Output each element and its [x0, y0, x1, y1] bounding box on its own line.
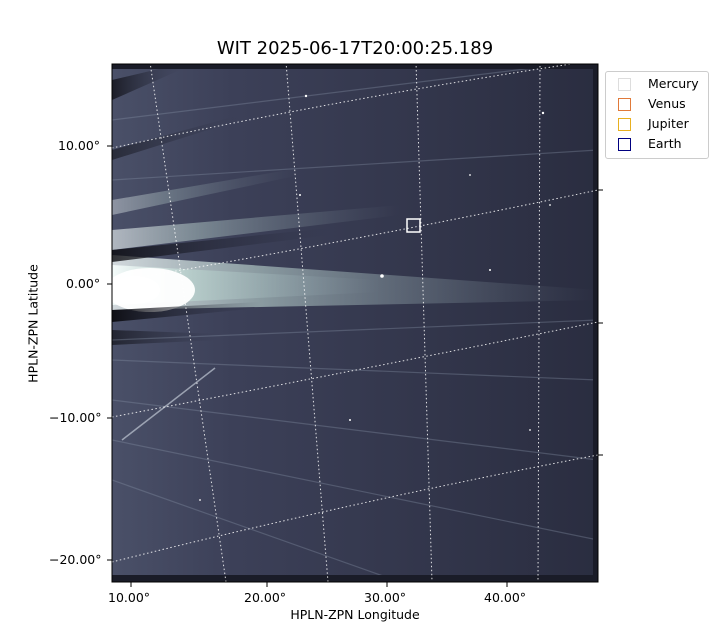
y-tick-label: 10.00°	[58, 138, 101, 153]
legend-item-earth: Earth	[616, 135, 708, 155]
coordinate-grid	[112, 64, 598, 582]
legend-item-jupiter: Jupiter	[616, 115, 708, 135]
y-tick-label: 0.00°	[66, 276, 101, 291]
legend: Mercury Venus Jupiter Earth	[605, 71, 709, 159]
x-tick-label: 40.00°	[484, 590, 527, 605]
x-tick-label: 20.00°	[244, 590, 287, 605]
y-tick-label: −20.00°	[49, 552, 102, 567]
legend-swatch	[618, 138, 631, 151]
legend-item-mercury: Mercury	[616, 75, 708, 95]
image-area	[112, 64, 598, 582]
legend-swatch	[618, 98, 631, 111]
legend-label: Earth	[648, 136, 682, 151]
x-tick-label: 10.00°	[108, 590, 151, 605]
y-axis-label: HPLN-ZPN Latitude	[25, 264, 41, 383]
legend-item-venus: Venus	[616, 95, 708, 115]
x-axis-label: HPLN-ZPN Longitude	[290, 607, 420, 622]
legend-swatch	[618, 118, 631, 131]
x-tick-label: 30.00°	[364, 590, 407, 605]
legend-label: Mercury	[648, 76, 699, 91]
legend-swatch	[618, 78, 631, 91]
legend-label: Jupiter	[648, 116, 689, 131]
legend-label: Venus	[648, 96, 686, 111]
y-tick-label: −10.00°	[49, 410, 102, 425]
figure-title: WIT 2025-06-17T20:00:25.189	[216, 38, 494, 59]
planet-marker	[406, 218, 421, 233]
